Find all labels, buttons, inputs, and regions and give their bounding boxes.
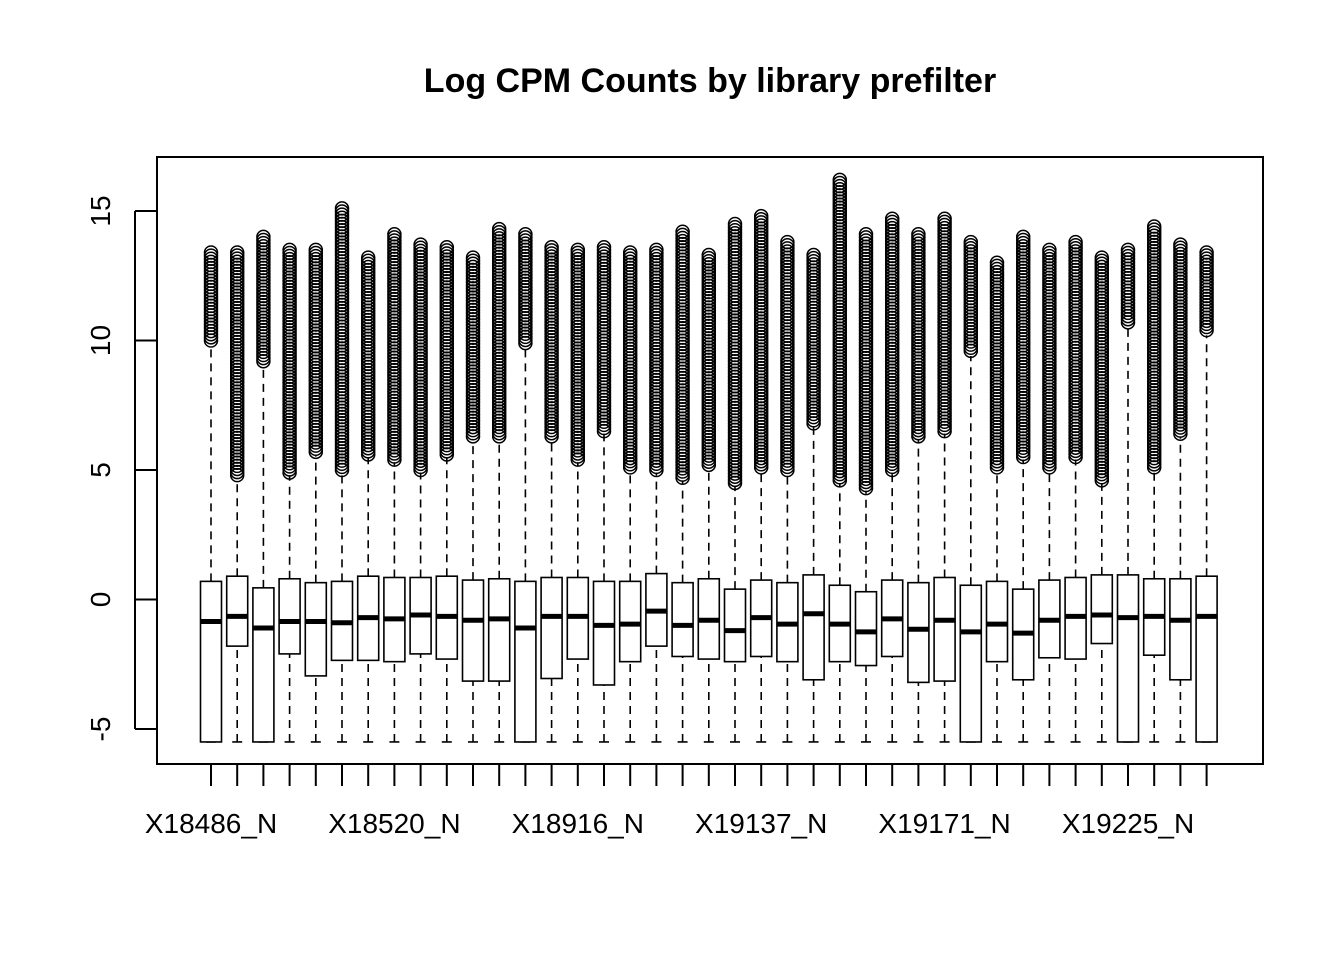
outlier-point-34 xyxy=(1068,234,1083,250)
outlier-point-5 xyxy=(308,242,324,258)
outlier-point-14 xyxy=(544,240,559,255)
outlier-point-16 xyxy=(596,240,612,255)
box-2 xyxy=(225,575,249,647)
outlier-point-18 xyxy=(649,242,664,258)
outlier-point-13 xyxy=(518,227,533,242)
x-tick-label: X19137_N xyxy=(695,808,827,839)
outlier-point-29 xyxy=(937,211,952,227)
outlier-point-33 xyxy=(1042,242,1057,258)
outlier-point-2 xyxy=(229,245,245,260)
outlier-point-39 xyxy=(1199,245,1214,260)
box-17 xyxy=(618,580,642,663)
x-tick-label: X19171_N xyxy=(878,808,1010,839)
outlier-point-17 xyxy=(622,245,638,260)
box-36 xyxy=(1116,574,1140,743)
outlier-point-3 xyxy=(256,229,271,245)
plot-frame xyxy=(156,156,1264,765)
outlier-point-28 xyxy=(911,227,926,242)
outlier-point-4 xyxy=(282,242,297,258)
outlier-point-22 xyxy=(753,208,769,224)
outlier-point-35 xyxy=(1094,250,1110,265)
box-3 xyxy=(252,587,275,743)
outlier-point-1 xyxy=(203,245,219,260)
outlier-point-23 xyxy=(780,234,795,250)
box-14 xyxy=(540,576,563,680)
box-1 xyxy=(199,580,223,743)
outlier-point-6 xyxy=(334,201,350,216)
outlier-point-9 xyxy=(413,237,428,252)
outlier-point-37 xyxy=(1146,219,1162,234)
box-12 xyxy=(487,577,511,682)
outlier-point-21 xyxy=(727,216,743,232)
box-38 xyxy=(1169,577,1192,681)
x-tick-label: X18916_N xyxy=(512,808,644,839)
plot-area: X18486_N X18520_N X18916_N X19137_N X19171_N… xyxy=(85,172,1218,839)
box-21 xyxy=(723,588,747,663)
y-tick-label: 15 xyxy=(85,195,116,226)
y-tick-label: 10 xyxy=(85,325,116,356)
x-tick-label: X18520_N xyxy=(328,808,460,839)
box-35 xyxy=(1090,574,1114,645)
outlier-point-30 xyxy=(963,234,979,250)
y-tick-label: -5 xyxy=(85,717,116,742)
y-tick-label: 5 xyxy=(85,462,116,478)
outlier-point-36 xyxy=(1120,242,1136,258)
outlier-point-8 xyxy=(387,227,402,242)
box-11 xyxy=(461,579,485,682)
outlier-point-20 xyxy=(701,247,717,263)
box-26 xyxy=(854,590,878,667)
outlier-point-11 xyxy=(465,250,481,265)
outlier-point-10 xyxy=(439,240,455,255)
chart-title: Log CPM Counts by library prefilter xyxy=(424,62,996,100)
outlier-point-15 xyxy=(570,242,586,258)
x-tick-label: X19225_N xyxy=(1062,808,1194,839)
box-28 xyxy=(907,581,930,684)
box-31 xyxy=(985,580,1009,663)
box-4 xyxy=(278,577,301,655)
x-tick-label: X18486_N xyxy=(145,808,277,839)
box-29 xyxy=(933,576,956,682)
box-13 xyxy=(514,580,537,743)
outlier-point-26 xyxy=(858,227,874,242)
outlier-point-27 xyxy=(884,211,900,227)
box-19 xyxy=(671,581,694,658)
y-tick-label: 0 xyxy=(85,592,116,608)
box-39 xyxy=(1195,575,1218,743)
outlier-point-38 xyxy=(1173,237,1188,252)
outlier-point-32 xyxy=(1015,229,1031,245)
outlier-point-24 xyxy=(806,247,821,263)
outlier-point-31 xyxy=(989,255,1005,271)
box-5 xyxy=(304,581,328,677)
box-30 xyxy=(959,584,983,743)
outlier-point-19 xyxy=(675,224,690,239)
outlier-point-7 xyxy=(360,250,376,265)
outlier-point-12 xyxy=(491,221,507,237)
outlier-point-25 xyxy=(832,172,848,188)
box-24 xyxy=(802,574,825,681)
box-16 xyxy=(592,580,616,686)
